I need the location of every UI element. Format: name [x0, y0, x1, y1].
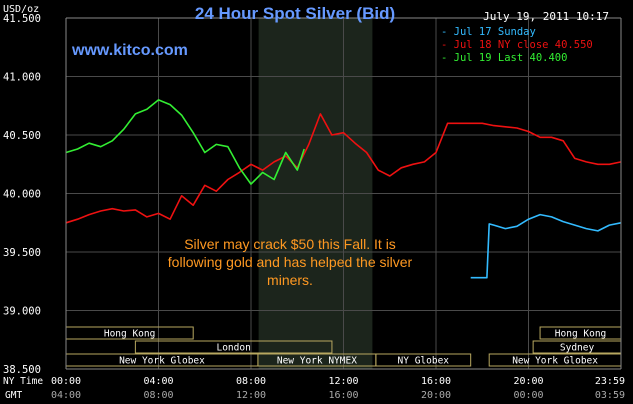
x-tick-label-ny: 00:00: [51, 376, 81, 387]
x-tick-label-gmt: 20:00: [421, 390, 451, 401]
session-label: Sydney: [560, 343, 595, 354]
legend-entry: - Jul 19 Last 40.400: [441, 52, 567, 64]
annotation-line: following gold and has helped the silver: [168, 254, 413, 270]
y-tick-label: 40.500: [3, 130, 41, 142]
y-tick-label: 39.000: [3, 306, 41, 318]
x-tick-label-ny: 16:00: [421, 376, 451, 387]
session-label: New York Globex: [512, 356, 598, 367]
annotation-line: Silver may crack $50 this Fall. It is: [184, 236, 396, 252]
session-label: NY Globex: [398, 356, 450, 367]
x-tick-label-ny: 23:59: [595, 376, 625, 387]
series-line: [470, 213, 622, 279]
y-axis: 41.500 41.000 40.500 40.000 39.500 39.000 38.5…: [3, 13, 41, 376]
session-bar: [134, 340, 333, 354]
x-tick-label-gmt: 04:00: [51, 390, 81, 401]
x-tick-label-ny: 12:00: [328, 376, 358, 387]
price-series: [65, 99, 622, 279]
legend-entry: - Jul 17 Sunday: [441, 26, 536, 38]
trading-sessions: Hong Kong Hong Kong London Sydney New York G…: [65, 326, 622, 367]
x-tick-label-gmt: 12:00: [236, 390, 266, 401]
y-tick-label: 41.500: [3, 13, 41, 25]
x-tick-label-ny: 08:00: [236, 376, 266, 387]
x-tick-label-gmt: 08:00: [143, 390, 173, 401]
commentary-annotation: Silver may crack $50 this Fall. It is fol…: [168, 236, 413, 288]
x-tick-label-gmt: 03:59: [595, 390, 625, 401]
session-bar: [375, 353, 472, 367]
row-label-ny-time: NY Time: [3, 376, 43, 387]
session-label: Hong Kong: [555, 329, 606, 340]
y-tick-label: 39.500: [3, 247, 41, 259]
legend-entry: - Jul 18 NY close 40.550: [441, 39, 593, 51]
watermark: www.kitco.com: [71, 42, 188, 59]
timestamp: July 19, 2011 10:17: [483, 10, 609, 23]
session-label: Hong Kong: [104, 329, 155, 340]
x-tick-label-gmt: 16:00: [328, 390, 358, 401]
x-tick-label-gmt: 00:00: [513, 390, 543, 401]
chart-title: 24 Hour Spot Silver (Bid): [195, 4, 395, 23]
session-label: New York Globex: [119, 356, 205, 367]
x-tick-label-ny: 04:00: [143, 376, 173, 387]
x-tick-label-ny: 20:00: [513, 376, 543, 387]
series-line: [65, 113, 622, 224]
y-tick-label: 38.500: [3, 364, 41, 376]
series-line: [65, 99, 305, 185]
x-axis: 00:00 04:00 04:00 08:00 08:00 12:00 12:00 16:00…: [51, 376, 625, 401]
legend: - Jul 17 Sunday- Jul 18 NY close 40.550-…: [441, 26, 593, 64]
y-tick-label: 41.000: [3, 72, 41, 84]
unit-label: USD/oz: [3, 4, 39, 15]
session-label: New York NYMEX: [277, 356, 357, 367]
session-label: London: [216, 343, 250, 354]
y-tick-label: 40.000: [3, 189, 41, 201]
row-label-gmt: GMT: [5, 390, 22, 401]
annotation-line: miners.: [267, 272, 313, 288]
